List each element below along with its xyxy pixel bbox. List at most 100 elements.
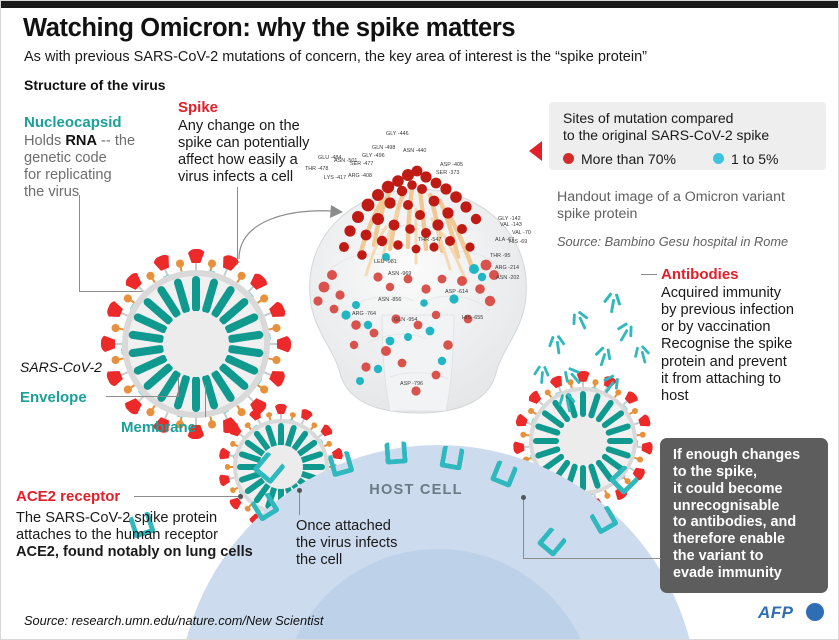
legend-dot-cyan xyxy=(713,153,724,165)
antibody xyxy=(591,341,618,369)
connector-envelope-v xyxy=(178,377,179,397)
nucleocapsid-heading: Nucleocapsid xyxy=(24,114,122,131)
virus-spike-layer xyxy=(101,249,291,439)
amino-acid-label: ASP -405 xyxy=(440,162,463,168)
ace2-line2: attaches to the human receptor xyxy=(16,527,219,544)
amino-acid-label: VAL -143 xyxy=(500,222,522,228)
nucleocapsid-body: genetic code for replicating the virus xyxy=(24,150,112,201)
antibody xyxy=(531,361,553,384)
amino-acid-label: VAL -70 xyxy=(512,230,531,236)
footer-source: Source: research.umn.edu/nature.com/New … xyxy=(24,613,324,628)
virus-core xyxy=(559,417,607,465)
amino-acid-label: GLN -498 xyxy=(372,145,396,151)
annotation-once-attached: Once attached the virus infects the cell xyxy=(296,518,398,569)
amino-acid-label: ASP -796 xyxy=(400,381,423,387)
virus-core xyxy=(259,445,303,489)
legend-label-high: More than 70% xyxy=(581,150,676,167)
ace2-line1: The SARS-CoV-2 spike protein xyxy=(16,510,218,527)
amino-acid-label: ARG -764 xyxy=(352,311,376,317)
annotation-spike: Spike Any change on the spike can potent… xyxy=(178,99,338,187)
amino-acid-label: GLY -142 xyxy=(498,216,521,222)
spike-protein-render: GLY -446 GLN -498 ASN -440 GLU -484 GLY -496… xyxy=(290,129,546,419)
virus-spike-layer xyxy=(513,371,653,511)
antibody xyxy=(630,340,655,366)
connector-ace2-h xyxy=(134,496,240,497)
amino-acid-label: SER -373 xyxy=(436,170,460,176)
amino-acid-label: HIS -655 xyxy=(462,315,484,321)
ace2-line3: ACE2, found notably on lung cells xyxy=(16,544,253,561)
spike-body: Any change on the spike can potentially … xyxy=(178,118,310,186)
antibody xyxy=(554,388,579,415)
virus-particle-main xyxy=(101,249,291,439)
amino-acid-label: GLY -446 xyxy=(386,131,409,137)
connector-once-v xyxy=(299,491,300,515)
afp-wordmark: AFP xyxy=(758,603,794,622)
label-envelope: Envelope xyxy=(20,389,87,406)
virus-core xyxy=(163,311,229,377)
host-cell-label: HOST CELL xyxy=(369,482,463,498)
annotation-antibodies: Antibodies Acquired immunity by previous… xyxy=(661,266,836,405)
holds-text: Holds xyxy=(24,133,66,150)
antibody xyxy=(566,304,595,333)
connector-callout-dot xyxy=(521,495,526,500)
ace2-heading: ACE2 receptor xyxy=(16,488,121,505)
amino-acid-label: ASN -969 xyxy=(388,271,412,277)
amino-acid-label: THR -547 xyxy=(418,237,442,243)
amino-acid-label: ARG -214 xyxy=(495,265,519,271)
legend-label-low: 1 to 5% xyxy=(731,150,779,167)
callout-text: If enough changes to the spike, it could… xyxy=(673,447,801,581)
legend-item-high: More than 70% xyxy=(563,150,676,167)
amino-acid-label: ASN -440 xyxy=(403,148,427,154)
amino-acid-label: ALA -67 xyxy=(495,237,515,243)
the-text: -- the xyxy=(97,133,136,150)
callout-box: If enough changes to the spike, it could… xyxy=(660,438,828,593)
amino-acid-label: ASN -501 xyxy=(334,158,358,164)
annotation-ace2: ACE2 receptor The SARS-CoV-2 spike prote… xyxy=(16,488,286,561)
legend-item-low: 1 to 5% xyxy=(713,150,778,168)
amino-acid-label: GLY -496 xyxy=(362,153,385,159)
label-membrane: Membrane xyxy=(121,419,197,436)
connector-once-dot xyxy=(297,488,302,493)
rna-bold: RNA xyxy=(65,133,97,150)
spike-curve-arrow xyxy=(238,205,343,260)
connector-callout-v xyxy=(523,498,524,558)
antibodies-heading: Antibodies xyxy=(661,266,739,283)
legend-box: Sites of mutation compared to the origin… xyxy=(549,102,826,170)
section-heading: Structure of the virus xyxy=(24,77,166,93)
afp-logo: AFP xyxy=(758,601,828,625)
connector-membrane-v xyxy=(205,385,206,417)
connector-callout-h xyxy=(523,558,661,559)
amino-acid-label: ASN -202 xyxy=(496,275,520,281)
legend-title: Sites of mutation compared to the origin… xyxy=(563,110,770,144)
annotation-nucleocapsid: Nucleocapsid Holds RNA -- the genetic co… xyxy=(24,114,174,202)
nucleocapsid-line1: Holds RNA -- the xyxy=(24,133,174,150)
handout-source: Source: Bambino Gesu hospital in Rome xyxy=(557,234,789,249)
antibodies-body: Acquired immunity by previous infection … xyxy=(661,285,795,404)
connector-antibodies-h xyxy=(641,274,657,275)
top-rule xyxy=(1,1,838,8)
legend-pointer-arrow xyxy=(529,141,542,161)
amino-acid-label: GLN -954 xyxy=(394,317,418,323)
antibody xyxy=(545,330,569,355)
amino-acid-label: LYS -417 xyxy=(324,175,347,181)
legend-dot-red xyxy=(563,153,574,165)
connector-nucleocapsid-h xyxy=(79,291,188,292)
afp-circle-icon xyxy=(806,603,824,621)
amino-acid-label: HIS -69 xyxy=(509,239,528,245)
connector-ace2-dot xyxy=(238,494,243,499)
amino-acid-label: ARG -408 xyxy=(348,173,372,179)
antibody xyxy=(600,287,626,314)
spike-heading: Spike xyxy=(178,99,219,116)
amino-acid-label: LEU -981 xyxy=(374,259,397,265)
connector-nucleocapsid-v xyxy=(79,195,80,291)
page-title: Watching Omicron: why the spike matters xyxy=(23,14,516,42)
amino-acid-label: SER -477 xyxy=(350,161,374,167)
amino-acid-label: GLU -484 xyxy=(318,155,342,161)
label-sars-cov-2: SARS-CoV-2 xyxy=(20,359,102,375)
legend-items: More than 70% 1 to 5% xyxy=(563,150,821,168)
amino-acid-label: THR -478 xyxy=(305,166,329,172)
connector-spike-v xyxy=(237,187,238,259)
amino-acid-label: ASN -856 xyxy=(378,297,402,303)
page-subtitle: As with previous SARS-CoV-2 mutations of… xyxy=(24,49,647,65)
